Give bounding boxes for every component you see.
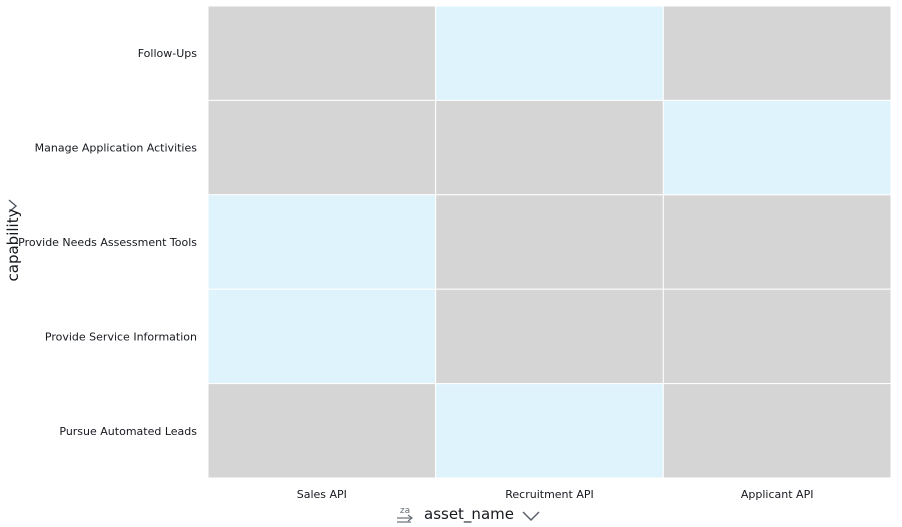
heatmap-cell[interactable] [207, 288, 437, 385]
y-tick-label: Follow-Ups [138, 47, 198, 60]
x-axis-title[interactable]: asset_name [424, 505, 514, 523]
heatmap-cell[interactable] [435, 99, 664, 196]
y-tick-label: Manage Application Activities [35, 142, 198, 155]
heatmap-cell[interactable] [435, 5, 664, 101]
x-axis-title-control[interactable]: za asset_name [394, 502, 540, 526]
heatmap-cell[interactable] [435, 194, 664, 290]
chevron-right-icon[interactable] [5, 199, 19, 213]
y-tick-label: Provide Service Information [45, 330, 197, 343]
x-tick-label: Applicant API [741, 488, 814, 501]
y-axis-title-control[interactable]: capability [0, 170, 26, 320]
heatmap-cell[interactable] [207, 5, 437, 101]
x-tick-label: Recruitment API [505, 488, 594, 501]
heatmap-cell[interactable] [662, 288, 892, 385]
y-tick-label: Pursue Automated Leads [59, 425, 197, 438]
y-tick-label: Provide Needs Assessment Tools [18, 236, 197, 249]
heatmap-cell[interactable] [435, 288, 664, 385]
y-axis-title[interactable]: capability [4, 208, 22, 282]
chevron-down-icon[interactable] [522, 510, 540, 522]
heatmap-cell[interactable] [662, 99, 892, 196]
heatmap-cell[interactable] [207, 383, 437, 479]
sort-za-icon[interactable]: za [394, 504, 416, 524]
heatmap-cell[interactable] [435, 383, 664, 479]
heatmap-cell[interactable] [662, 5, 892, 101]
heatmap-cell[interactable] [662, 383, 892, 479]
heatmap-cell[interactable] [207, 99, 437, 196]
heatmap-cell[interactable] [207, 194, 437, 290]
x-tick-label: Sales API [297, 488, 347, 501]
svg-text:za: za [400, 506, 410, 516]
heatmap-cell[interactable] [662, 194, 892, 290]
